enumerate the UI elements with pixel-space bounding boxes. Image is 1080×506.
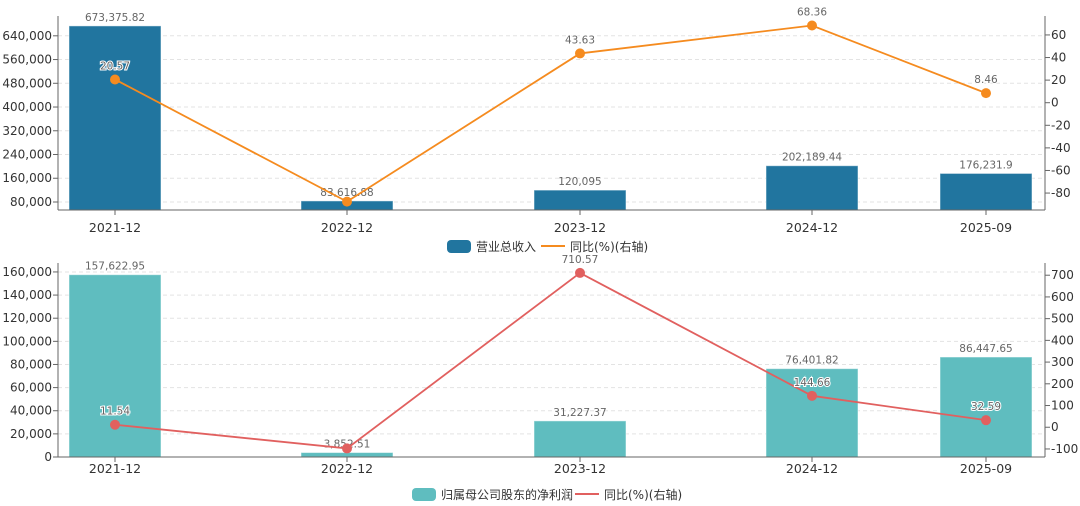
right-tick-label: 0 bbox=[1051, 420, 1059, 434]
line-point bbox=[807, 390, 817, 401]
right-tick-label: 700 bbox=[1051, 268, 1074, 282]
left-tick-label: 560,000 bbox=[2, 53, 52, 67]
right-tick-label: 100 bbox=[1051, 399, 1074, 413]
bar bbox=[533, 420, 627, 458]
line-point bbox=[575, 267, 585, 278]
left-tick-label: 20,000 bbox=[10, 427, 52, 441]
chart-panel-2: 0 20,000 40,000 60,000 80,000 100,000 120,000 1… bbox=[2, 253, 1078, 502]
left-tick-label: 140,000 bbox=[2, 288, 52, 302]
bar bbox=[533, 189, 627, 211]
bar bbox=[939, 356, 1033, 458]
right-tick-label: -60 bbox=[1051, 163, 1071, 177]
line-point bbox=[110, 74, 120, 85]
line-point bbox=[575, 48, 585, 59]
left-tick-label: 160,000 bbox=[2, 171, 52, 185]
left-tick-label: 80,000 bbox=[10, 357, 52, 371]
bar-data-label: 157,622.95 bbox=[85, 261, 145, 273]
right-tick-label: -100 bbox=[1051, 442, 1078, 456]
line-point bbox=[807, 20, 817, 31]
left-tick-label: 240,000 bbox=[2, 148, 52, 162]
x-tick-label: 2023-12 bbox=[554, 220, 606, 235]
left-tick-label: 60,000 bbox=[10, 381, 52, 395]
right-tick-label: 400 bbox=[1051, 333, 1074, 347]
x-tick-label: 2022-12 bbox=[321, 220, 373, 235]
bar-data-label: 176,231.9 bbox=[959, 159, 1012, 171]
x-tick-label: 2021-12 bbox=[89, 220, 141, 235]
x-tick-label: 2024-12 bbox=[786, 461, 838, 476]
line-point bbox=[981, 88, 991, 99]
line-data-label: 8.46 bbox=[974, 74, 998, 86]
x-tick-label: 2021-12 bbox=[89, 461, 141, 476]
right-tick-label: 0 bbox=[1051, 96, 1059, 110]
bar bbox=[68, 25, 162, 211]
left-tick-label: 100,000 bbox=[2, 334, 52, 348]
right-tick-label: 600 bbox=[1051, 290, 1074, 304]
left-tick-label: 480,000 bbox=[2, 76, 52, 90]
left-tick-label: 40,000 bbox=[10, 404, 52, 418]
right-tick-label: 500 bbox=[1051, 312, 1074, 326]
right-tick-label: -20 bbox=[1051, 118, 1071, 132]
left-tick-label: 160,000 bbox=[2, 265, 52, 279]
left-tick-label: 0 bbox=[44, 450, 52, 464]
line-data-label: 43.63 bbox=[565, 34, 595, 46]
left-tick-label: 320,000 bbox=[2, 124, 52, 138]
right-tick-label: 300 bbox=[1051, 355, 1074, 369]
x-tick-label: 2025-09 bbox=[960, 461, 1012, 476]
bar-data-label: 86,447.65 bbox=[959, 343, 1012, 355]
legend: 归属母公司股东的净利润 同比(%)(右轴) bbox=[412, 487, 682, 502]
line-point bbox=[110, 419, 120, 430]
left-tick-label: 400,000 bbox=[2, 100, 52, 114]
line-data-label: 32.59 bbox=[971, 401, 1001, 413]
line-data-label: 20.57 bbox=[100, 60, 130, 72]
line-point bbox=[342, 196, 352, 207]
legend-bar-swatch bbox=[412, 488, 436, 501]
bar-data-label: 31,227.37 bbox=[553, 407, 606, 419]
left-tick-label: 120,000 bbox=[2, 311, 52, 325]
bar-data-label: 202,189.44 bbox=[782, 152, 842, 164]
x-tick-label: 2022-12 bbox=[321, 461, 373, 476]
bar bbox=[939, 172, 1033, 211]
legend: 营业总收入 同比(%)(右轴) bbox=[447, 239, 648, 254]
chart-panel-1: 80,000 160,000 240,000 320,000 400,000 480,00… bbox=[2, 5, 1071, 254]
legend-bar-label: 归属母公司股东的净利润 bbox=[441, 487, 573, 502]
bar-data-label: 83,616.88 bbox=[320, 187, 373, 199]
right-tick-label: 40 bbox=[1051, 51, 1066, 65]
left-tick-label: 80,000 bbox=[10, 195, 52, 209]
right-tick-label: 20 bbox=[1051, 73, 1066, 87]
right-tick-label: -40 bbox=[1051, 141, 1071, 155]
line-point bbox=[342, 443, 352, 454]
bar-data-label: 76,401.82 bbox=[785, 355, 838, 367]
legend-line-label: 同比(%)(右轴) bbox=[570, 239, 648, 254]
bar-data-label: 673,375.82 bbox=[85, 12, 145, 24]
x-tick-label: 2023-12 bbox=[554, 461, 606, 476]
line-point bbox=[981, 415, 991, 426]
line-data-label: 144.66 bbox=[794, 377, 831, 389]
bar bbox=[765, 368, 859, 458]
right-tick-label: -80 bbox=[1051, 186, 1071, 200]
line-data-label: 68.36 bbox=[797, 6, 827, 18]
legend-bar-label: 营业总收入 bbox=[476, 240, 536, 254]
bar bbox=[765, 165, 859, 211]
right-tick-label: 60 bbox=[1051, 28, 1066, 42]
line-data-label: 710.57 bbox=[562, 254, 599, 266]
right-tick-label: 200 bbox=[1051, 377, 1074, 391]
bar-data-label: 120,095 bbox=[558, 176, 601, 188]
left-tick-label: 640,000 bbox=[2, 29, 52, 43]
x-tick-label: 2025-09 bbox=[960, 220, 1012, 235]
line-data-label: 11.54 bbox=[100, 406, 130, 418]
legend-line-label: 同比(%)(右轴) bbox=[604, 487, 682, 502]
legend-bar-swatch bbox=[447, 240, 471, 253]
x-tick-label: 2024-12 bbox=[786, 220, 838, 235]
